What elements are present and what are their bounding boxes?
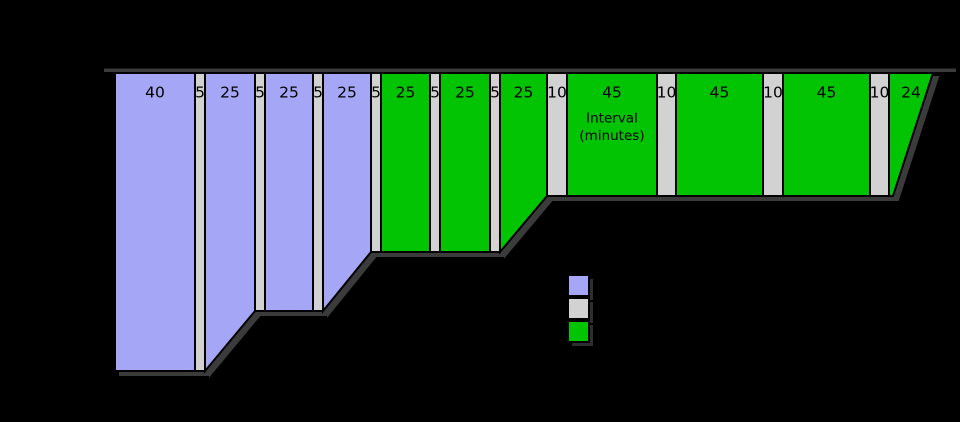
annotation-line-1: (minutes)	[579, 128, 644, 144]
segment-label-3: 5	[255, 84, 265, 102]
segment-label-16: 45	[710, 84, 730, 102]
segment-label-15: 10	[657, 84, 677, 102]
segment-label-17: 10	[763, 84, 783, 102]
segment-label-1: 5	[195, 84, 205, 102]
segment-label-0: 40	[145, 84, 165, 102]
segment-label-7: 5	[371, 84, 381, 102]
segment-label-8: 25	[396, 84, 416, 102]
legend-swatch-lavender	[567, 274, 590, 297]
segment-label-11: 5	[490, 84, 500, 102]
segment-20-24min-green	[888, 72, 935, 197]
segment-label-20: 24	[901, 84, 921, 102]
annotation-line-0: Interval	[586, 111, 638, 127]
segment-label-4: 25	[279, 84, 299, 102]
segment-label-9: 5	[430, 84, 440, 102]
segment-4-25min-lavender	[264, 72, 314, 312]
segment-5-5min-gray	[312, 72, 324, 312]
segment-label-19: 10	[870, 84, 890, 102]
segment-label-13: 10	[547, 84, 567, 102]
segment-label-6: 25	[337, 84, 357, 102]
legend-swatch-gray	[567, 297, 590, 320]
segment-label-12: 25	[514, 84, 534, 102]
segment-label-10: 25	[455, 84, 475, 102]
segment-label-14: 45	[602, 84, 622, 102]
segment-label-2: 25	[220, 84, 240, 102]
segment-1-5min-gray	[194, 72, 206, 372]
segment-0-40min-lavender	[114, 72, 196, 372]
segment-3-5min-gray	[254, 72, 266, 312]
legend-swatch-green	[567, 320, 590, 343]
segment-label-5: 5	[313, 84, 323, 102]
top-edge-halo	[104, 68, 956, 72]
segment-label-18: 45	[817, 84, 837, 102]
